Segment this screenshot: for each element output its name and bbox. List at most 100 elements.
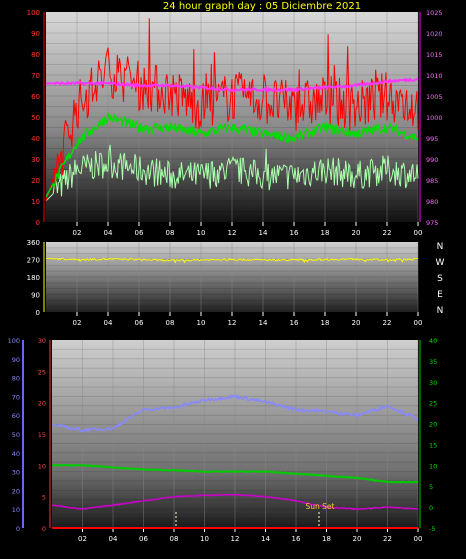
y-mid-tick-label: 20 (38, 400, 46, 408)
x-tick-label: 04 (104, 319, 113, 327)
y-tick-label: 60 (31, 93, 40, 101)
series-temperature-line (52, 463, 419, 484)
x-tick-label: 16 (290, 319, 299, 327)
y-mid-tick-label: 10 (38, 462, 46, 470)
y-tick-label: 40 (31, 135, 40, 143)
x-tick-label: 08 (166, 319, 175, 327)
x-tick-label: 16 (290, 229, 299, 237)
x-tick-label: 04 (109, 535, 118, 543)
y-tick-label: 50 (12, 431, 20, 439)
y-mid-tick-label: 0 (42, 525, 46, 533)
x-tick-label: 20 (352, 229, 361, 237)
x-tick-label: 14 (261, 535, 270, 543)
y-tick-label: 270 (27, 257, 40, 265)
y2-tick-label: 990 (426, 156, 438, 164)
x-tick-label: 18 (321, 319, 330, 327)
y-tick-label: 40 (12, 450, 20, 458)
compass-letter: E (437, 290, 443, 300)
y-tick-label: 70 (12, 393, 20, 401)
y-tick-label: 90 (31, 30, 40, 38)
y2-tick-label: 1000 (426, 114, 443, 122)
x-tick-label: 20 (353, 535, 362, 543)
y2-tick-label: 975 (426, 219, 438, 227)
x-tick-label: 22 (383, 535, 392, 543)
x-tick-label: 14 (259, 229, 268, 237)
x-tick-label: 00 (414, 319, 423, 327)
y2-tick-label: 1025 (426, 9, 443, 17)
series-wind-low-line (45, 144, 419, 202)
y-tick-label: 360 (27, 239, 40, 247)
compass-letter: N (437, 306, 444, 316)
y-tick-label: 10 (12, 506, 20, 514)
y-tick-label: 70 (31, 72, 40, 80)
y2-tick-label: 980 (426, 198, 438, 206)
x-tick-label: 06 (135, 229, 144, 237)
y2-tick-label: 0 (429, 504, 433, 512)
x-tick-label: 18 (321, 229, 330, 237)
x-tick-label: 12 (228, 319, 237, 327)
y2-tick-label: 1020 (426, 30, 443, 38)
x-tick-label: 02 (73, 319, 82, 327)
x-tick-label: 18 (322, 535, 331, 543)
y-mid-tick-label: 25 (38, 368, 46, 376)
x-tick-label: 00 (414, 535, 423, 543)
x-tick-label: 02 (78, 535, 87, 543)
y2-tick-label: 1015 (426, 51, 443, 59)
y2-tick-label: 1010 (426, 72, 443, 80)
y-tick-label: 50 (31, 114, 40, 122)
y2-tick-label: 995 (426, 135, 438, 143)
y-tick-label: 100 (8, 337, 20, 345)
series-pressure-line (46, 77, 419, 94)
x-tick-label: 22 (383, 229, 392, 237)
y-tick-label: 30 (31, 156, 40, 164)
y2-tick-label: 5 (429, 483, 433, 491)
x-tick-label: 04 (104, 229, 113, 237)
series-gust-line (45, 18, 419, 202)
sunset-label: Sun Set (306, 502, 335, 511)
series-direction-line (45, 257, 419, 264)
y-mid-tick-label: 30 (38, 337, 46, 345)
y-tick-label: 0 (36, 219, 40, 227)
x-tick-label: 10 (197, 319, 206, 327)
y2-tick-label: 10 (429, 462, 437, 470)
y-tick-label: 0 (36, 309, 40, 317)
y-tick-label: 80 (31, 51, 40, 59)
y2-tick-label: 40 (429, 337, 437, 345)
series-humidity-line (51, 393, 419, 434)
y-tick-label: 180 (27, 274, 40, 282)
y2-tick-label: 985 (426, 177, 438, 185)
compass-letter: W (436, 258, 445, 268)
x-tick-label: 08 (166, 229, 175, 237)
y2-tick-label: 20 (429, 421, 437, 429)
y2-tick-label: 35 (429, 358, 437, 366)
y-tick-label: 80 (12, 375, 20, 383)
x-tick-label: 06 (139, 535, 148, 543)
chart-title: 24 hour graph day : 05 Diciembre 2021 (163, 1, 361, 12)
x-tick-label: 20 (352, 319, 361, 327)
y-tick-label: 20 (12, 487, 20, 495)
x-tick-label: 10 (197, 229, 206, 237)
series-avg-wind-line (45, 111, 419, 198)
x-tick-label: 02 (73, 229, 82, 237)
x-tick-label: 00 (414, 229, 423, 237)
x-tick-label: 06 (135, 319, 144, 327)
compass-letter: S (437, 274, 443, 284)
y-tick-label: 90 (31, 292, 40, 300)
temperature-humidity-panel-background (52, 340, 418, 528)
y-tick-label: 30 (12, 469, 20, 477)
x-tick-label: 08 (170, 535, 179, 543)
y2-tick-label: 30 (429, 379, 437, 387)
y-tick-label: 90 (12, 356, 20, 364)
y2-tick-label: 1005 (426, 93, 443, 101)
y-tick-label: 0 (16, 525, 20, 533)
wind-direction-panel-background (46, 242, 418, 312)
x-tick-label: 10 (200, 535, 209, 543)
y2-tick-label: -5 (429, 525, 435, 533)
x-tick-label: 12 (228, 229, 237, 237)
y2-tick-label: 25 (429, 400, 437, 408)
y-mid-tick-label: 15 (38, 431, 46, 439)
x-tick-label: 16 (292, 535, 301, 543)
x-tick-label: 12 (231, 535, 240, 543)
